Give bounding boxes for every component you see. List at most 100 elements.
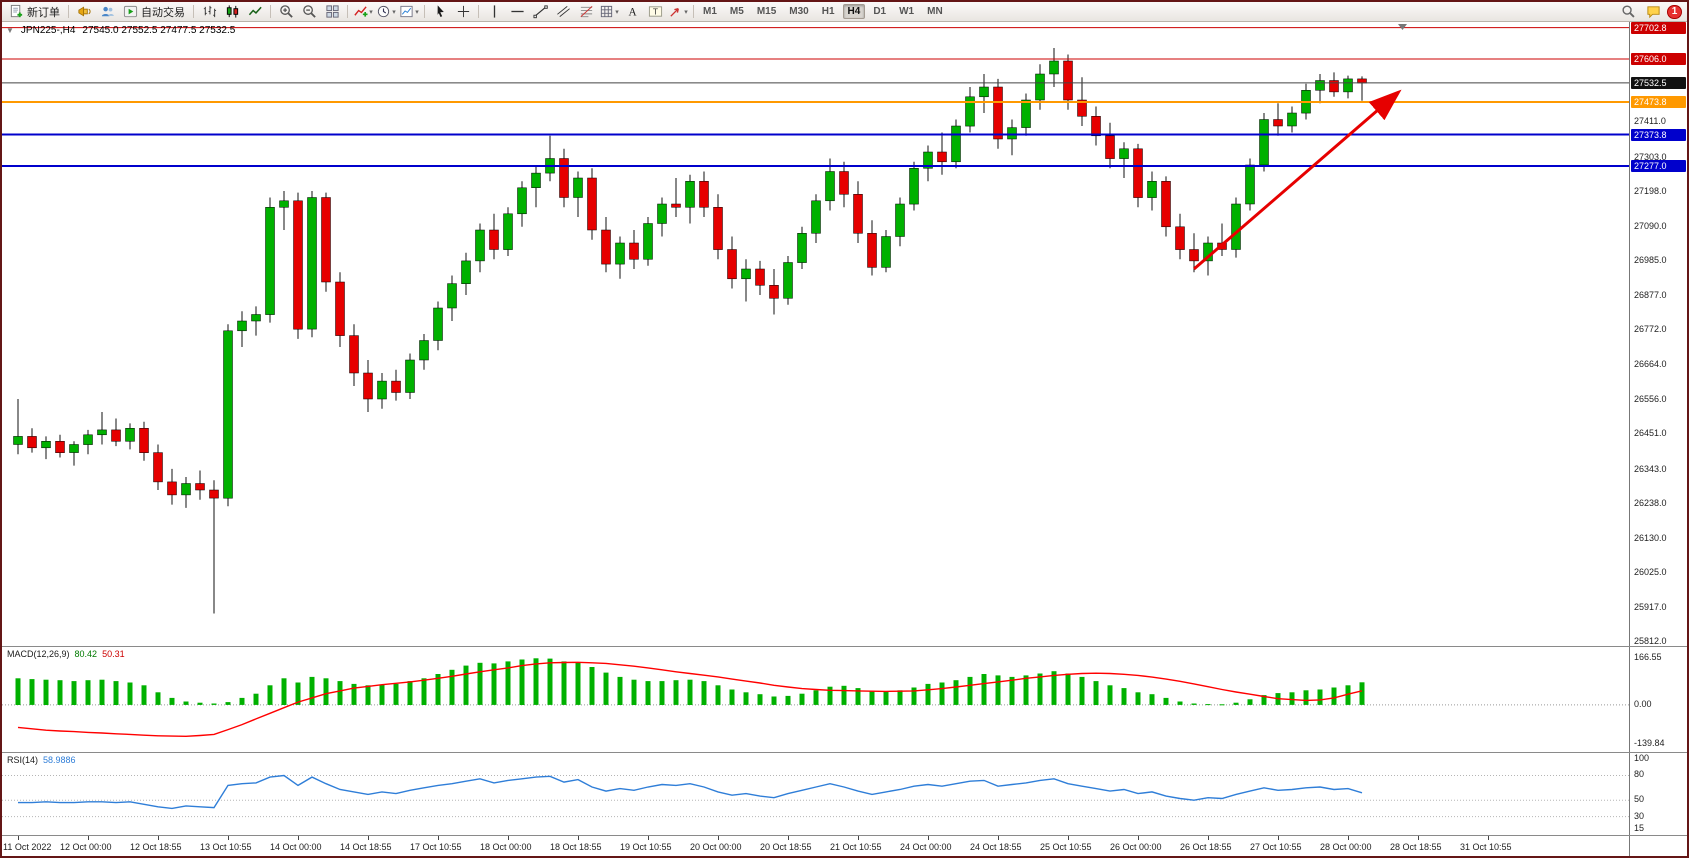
candle: [349, 324, 359, 386]
candle: [153, 444, 163, 490]
alerts-icon[interactable]: [73, 3, 95, 21]
time-axis[interactable]: 11 Oct 2022 12 Oct 00:00 12 Oct 18:55 13 Oc…: [2, 835, 1687, 856]
time-label: 19 Oct 10:55: [620, 842, 672, 852]
price-tick-label: 26025.0: [1634, 566, 1667, 577]
candle: [1063, 54, 1073, 110]
macd-bar: [253, 693, 259, 705]
macd-bar: [225, 702, 231, 705]
timeframe-h4[interactable]: H4: [842, 4, 866, 19]
channel-icon[interactable]: [552, 3, 574, 21]
macd-signal-value: 50.31: [102, 649, 125, 659]
search-icon[interactable]: [1617, 3, 1639, 21]
candle: [545, 135, 555, 182]
macd-bar: [911, 687, 917, 705]
macd-scale[interactable]: 166.55 0.00 -139.84: [1629, 647, 1687, 752]
candle: [1049, 48, 1059, 87]
candle: [839, 161, 849, 208]
macd-bar: [85, 680, 91, 705]
timeframe-m5[interactable]: M5: [729, 6, 744, 17]
rsi-scale[interactable]: 100 80 50 30 15: [1629, 753, 1687, 835]
macd-bar: [645, 681, 651, 705]
zoom-in-icon[interactable]: [275, 3, 297, 21]
rsi-value: 58.9886: [43, 755, 76, 765]
chart-shift-marker[interactable]: [1398, 24, 1407, 30]
trend-arrow[interactable]: [1193, 89, 1402, 271]
timeframe-d1[interactable]: D1: [873, 6, 887, 17]
trendline-icon[interactable]: [529, 3, 551, 21]
macd-scale-label: 0.00: [1634, 698, 1652, 709]
timeframe-m1[interactable]: M1: [703, 6, 717, 17]
shapes-icon[interactable]: ▾: [598, 3, 620, 21]
vertical-line-icon[interactable]: [483, 3, 505, 21]
fibonacci-icon[interactable]: [575, 3, 597, 21]
macd-bar: [15, 678, 21, 705]
one-click-trading-toggle[interactable]: ▼: [6, 26, 14, 35]
price-tick-label: 27303.0: [1634, 151, 1667, 162]
templates-icon[interactable]: ▾: [398, 3, 420, 21]
candle: [13, 399, 23, 455]
candle: [1147, 171, 1157, 211]
zoom-out-icon[interactable]: [298, 3, 320, 21]
macd-bar: [869, 690, 875, 705]
time-label: 13 Oct 10:55: [200, 842, 252, 852]
price-tick-label: 26451.0: [1634, 428, 1667, 439]
time-label: 20 Oct 00:00: [690, 842, 742, 852]
toolbar: 新订单 自动交易 ▾ ▾ ▾ ▾ A T ▾ M1 M5 M15 M30 H1 H4 D1 W1 MN 1: [2, 2, 1687, 22]
indicators-icon[interactable]: ▾: [352, 3, 374, 21]
cursor-icon[interactable]: [429, 3, 451, 21]
timeframe-mn[interactable]: MN: [927, 6, 943, 17]
timeframe-m30[interactable]: M30: [789, 6, 809, 17]
macd-main-value: 80.42: [74, 649, 98, 659]
line-chart-icon[interactable]: [244, 3, 266, 21]
candle: [377, 373, 387, 409]
candle: [643, 217, 653, 266]
candlestick-chart-icon[interactable]: [221, 3, 243, 21]
time-label: 14 Oct 18:55: [340, 842, 392, 852]
label-icon[interactable]: T: [644, 3, 666, 21]
price-tick-label: 26772.0: [1634, 324, 1667, 335]
timeframe-w1[interactable]: W1: [899, 6, 915, 17]
macd-bar: [1191, 703, 1197, 705]
time-label: 11 Oct 2022: [3, 842, 52, 852]
macd-bar: [1149, 694, 1155, 705]
horizontal-line-icon[interactable]: [506, 3, 528, 21]
macd-bar: [505, 661, 511, 705]
macd-plot[interactable]: [2, 647, 1629, 752]
rsi-plot[interactable]: [2, 753, 1629, 835]
timeframe-h1[interactable]: H1: [821, 6, 835, 17]
macd-scale-label: -139.84: [1634, 738, 1665, 749]
tile-windows-icon[interactable]: [321, 3, 343, 21]
chart-symbol-title: JPN225-,H4: [20, 25, 76, 36]
candle: [1273, 103, 1283, 136]
new-order-button[interactable]: 新订单: [5, 3, 64, 21]
toolbar-separator: [347, 5, 348, 18]
candle: [195, 470, 205, 500]
arrows-icon[interactable]: ▾: [667, 3, 689, 21]
candle: [447, 275, 457, 321]
candle: [1007, 119, 1017, 156]
autotrading-button[interactable]: 自动交易: [119, 3, 189, 21]
svg-text:A: A: [628, 7, 637, 19]
macd-bar: [743, 692, 749, 705]
timeframe-m15[interactable]: M15: [756, 6, 777, 17]
macd-bar: [211, 703, 217, 705]
time-tick: [508, 836, 509, 840]
candle: [125, 423, 135, 450]
macd-bar: [323, 678, 329, 705]
candlestick-plot[interactable]: [2, 22, 1629, 646]
price-line-badge: 27373.8: [1631, 128, 1686, 141]
candle: [1119, 142, 1129, 178]
candle: [83, 429, 93, 455]
crosshair-icon[interactable]: [452, 3, 474, 21]
periods-icon[interactable]: ▾: [375, 3, 397, 21]
macd-bar: [1121, 688, 1127, 705]
price-scale[interactable]: 27411.0 27303.0 27198.0 27090.0 26985.0 26877…: [1629, 22, 1687, 646]
candle: [1217, 223, 1227, 256]
time-tick: [928, 836, 929, 840]
notification-badge[interactable]: 1: [1667, 4, 1682, 19]
text-icon[interactable]: A: [621, 3, 643, 21]
chat-icon[interactable]: [1642, 3, 1664, 21]
bar-chart-icon[interactable]: [198, 3, 220, 21]
community-icon[interactable]: [96, 3, 118, 21]
candle: [433, 301, 443, 351]
